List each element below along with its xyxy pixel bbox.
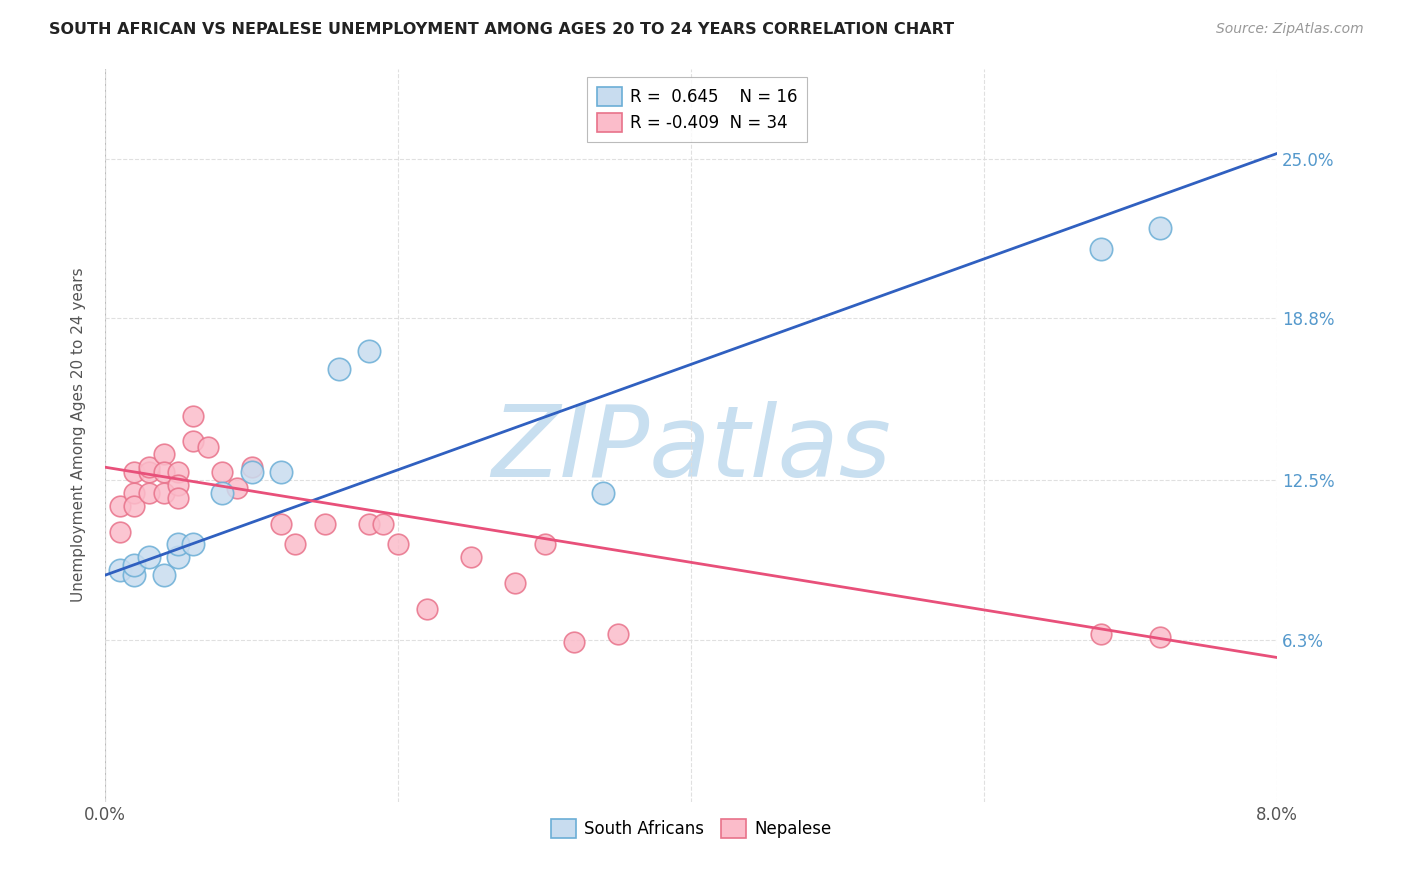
Point	[152, 568, 174, 582]
Point	[152, 466, 174, 480]
Point	[562, 635, 585, 649]
Point	[167, 491, 190, 505]
Point	[1149, 630, 1171, 644]
Point	[270, 466, 292, 480]
Point	[606, 627, 628, 641]
Point	[152, 447, 174, 461]
Text: Source: ZipAtlas.com: Source: ZipAtlas.com	[1216, 22, 1364, 37]
Point	[138, 460, 160, 475]
Point	[167, 550, 190, 565]
Point	[211, 466, 233, 480]
Point	[314, 516, 336, 531]
Text: ZIPatlas: ZIPatlas	[491, 401, 891, 499]
Point	[181, 409, 204, 423]
Point	[533, 537, 555, 551]
Point	[357, 516, 380, 531]
Point	[211, 486, 233, 500]
Point	[124, 558, 146, 572]
Point	[124, 466, 146, 480]
Point	[387, 537, 409, 551]
Point	[503, 576, 526, 591]
Point	[138, 466, 160, 480]
Point	[167, 466, 190, 480]
Point	[328, 362, 350, 376]
Point	[1090, 242, 1112, 256]
Point	[373, 516, 395, 531]
Point	[1149, 221, 1171, 235]
Point	[167, 537, 190, 551]
Point	[1090, 627, 1112, 641]
Point	[124, 486, 146, 500]
Y-axis label: Unemployment Among Ages 20 to 24 years: Unemployment Among Ages 20 to 24 years	[72, 268, 86, 602]
Point	[152, 486, 174, 500]
Legend: South Africans, Nepalese: South Africans, Nepalese	[544, 812, 838, 845]
Point	[240, 466, 263, 480]
Point	[284, 537, 307, 551]
Point	[592, 486, 614, 500]
Point	[416, 601, 439, 615]
Point	[357, 344, 380, 359]
Point	[270, 516, 292, 531]
Point	[124, 568, 146, 582]
Point	[108, 499, 131, 513]
Point	[167, 478, 190, 492]
Point	[197, 440, 219, 454]
Point	[240, 460, 263, 475]
Text: SOUTH AFRICAN VS NEPALESE UNEMPLOYMENT AMONG AGES 20 TO 24 YEARS CORRELATION CHA: SOUTH AFRICAN VS NEPALESE UNEMPLOYMENT A…	[49, 22, 955, 37]
Point	[138, 486, 160, 500]
Point	[108, 524, 131, 539]
Point	[181, 537, 204, 551]
Point	[124, 499, 146, 513]
Point	[460, 550, 482, 565]
Point	[108, 563, 131, 577]
Point	[181, 434, 204, 449]
Point	[225, 481, 247, 495]
Point	[138, 550, 160, 565]
